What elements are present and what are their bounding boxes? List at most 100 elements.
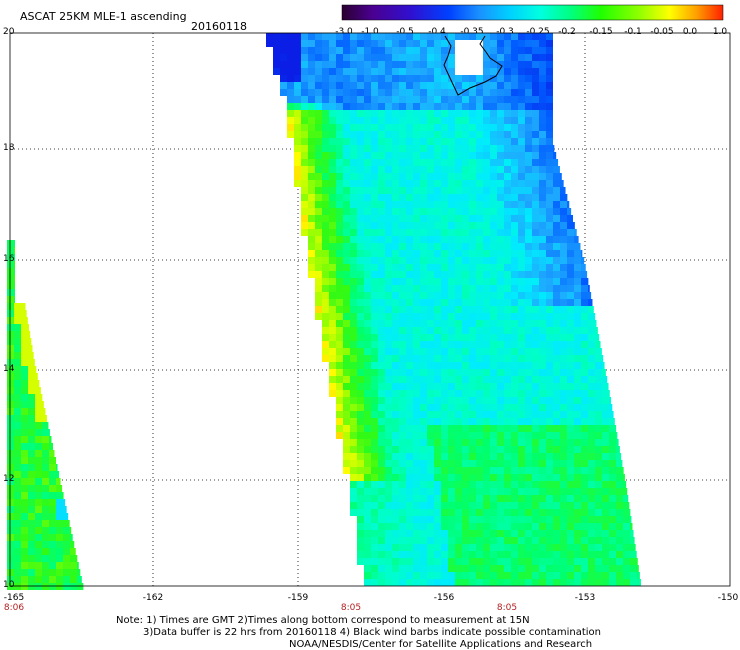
wind-cell — [378, 362, 385, 369]
wind-cell — [371, 474, 378, 481]
wind-cell — [315, 68, 322, 75]
wind-cell — [413, 502, 420, 509]
wind-cell — [469, 327, 476, 334]
wind-cell — [567, 397, 574, 404]
wind-cell — [385, 61, 392, 68]
wind-cell — [553, 327, 560, 334]
wind-cell — [462, 376, 469, 383]
wind-cell — [406, 369, 413, 376]
wind-cell — [434, 243, 441, 250]
wind-cell — [336, 40, 343, 47]
wind-cell — [399, 355, 406, 362]
wind-cell — [413, 250, 420, 257]
wind-cell — [511, 61, 518, 68]
wind-cell — [434, 145, 441, 152]
wind-cell — [343, 334, 350, 341]
wind-cell — [7, 450, 14, 457]
wind-cell — [364, 68, 371, 75]
colorbar-label: -0.25 — [526, 27, 550, 37]
wind-cell — [294, 96, 301, 103]
wind-cell — [385, 432, 392, 439]
wind-cell — [371, 222, 378, 229]
wind-cell — [343, 341, 350, 348]
wind-cell — [420, 61, 427, 68]
wind-cell — [329, 159, 336, 166]
wind-cell — [567, 488, 574, 495]
wind-cell — [518, 194, 525, 201]
wind-cell — [588, 453, 595, 460]
wind-cell — [315, 75, 322, 82]
wind-cell — [546, 82, 553, 89]
wind-cell — [476, 201, 483, 208]
wind-cell — [7, 457, 14, 464]
wind-cell — [7, 478, 14, 485]
wind-cell — [434, 453, 441, 460]
wind-cell — [343, 369, 350, 376]
wind-cell — [14, 408, 21, 415]
wind-cell — [511, 187, 518, 194]
wind-cell — [406, 131, 413, 138]
product-title: ASCAT 25KM MLE-1 ascending — [20, 10, 187, 23]
wind-cell — [546, 320, 553, 327]
wind-cell — [343, 278, 350, 285]
wind-cell — [511, 103, 518, 110]
wind-cell — [427, 390, 434, 397]
wind-cell — [448, 33, 455, 40]
wind-cell — [602, 446, 609, 453]
wind-cell — [560, 446, 567, 453]
wind-cell — [567, 285, 574, 292]
wind-cell — [49, 583, 56, 590]
wind-cell — [567, 551, 574, 558]
wind-cell — [413, 96, 420, 103]
wind-cell — [518, 243, 525, 250]
wind-cell — [7, 471, 14, 478]
wind-cell — [539, 159, 546, 166]
wind-cell — [490, 327, 497, 334]
wind-cell — [448, 278, 455, 285]
wind-cell — [273, 33, 280, 40]
wind-cell — [455, 439, 462, 446]
wind-cell — [420, 404, 427, 411]
wind-cell — [483, 166, 490, 173]
wind-cell — [294, 33, 301, 40]
wind-cell — [574, 327, 581, 334]
wind-cell — [497, 376, 504, 383]
colorbar-label: -0.05 — [650, 27, 674, 37]
wind-cell — [357, 201, 364, 208]
wind-cell — [385, 502, 392, 509]
wind-cell — [455, 313, 462, 320]
wind-cell — [420, 145, 427, 152]
wind-cell — [21, 443, 28, 450]
wind-cell — [448, 47, 455, 54]
wind-cell — [490, 243, 497, 250]
wind-cell — [420, 194, 427, 201]
wind-cell — [378, 278, 385, 285]
wind-cell — [357, 523, 364, 530]
wind-cell — [588, 439, 595, 446]
wind-cell — [553, 229, 560, 236]
wind-cell — [518, 348, 525, 355]
wind-cell — [343, 306, 350, 313]
wind-cell — [329, 208, 336, 215]
wind-cell — [504, 425, 511, 432]
wind-cell — [14, 569, 21, 576]
wind-cell — [567, 229, 574, 236]
wind-cell — [7, 415, 14, 422]
wind-cell — [462, 166, 469, 173]
wind-cell — [364, 117, 371, 124]
wind-cell — [35, 492, 42, 499]
wind-cell — [322, 299, 329, 306]
wind-cell — [70, 576, 77, 583]
wind-cell — [490, 236, 497, 243]
wind-cell — [525, 432, 532, 439]
wind-cell — [511, 257, 518, 264]
wind-cell — [560, 565, 567, 572]
wind-cell — [539, 33, 546, 40]
wind-cell — [497, 348, 504, 355]
wind-cell — [287, 40, 294, 47]
wind-cell — [399, 89, 406, 96]
wind-cell — [469, 82, 476, 89]
wind-cell — [364, 404, 371, 411]
wind-cell — [462, 250, 469, 257]
wind-cell — [378, 481, 385, 488]
